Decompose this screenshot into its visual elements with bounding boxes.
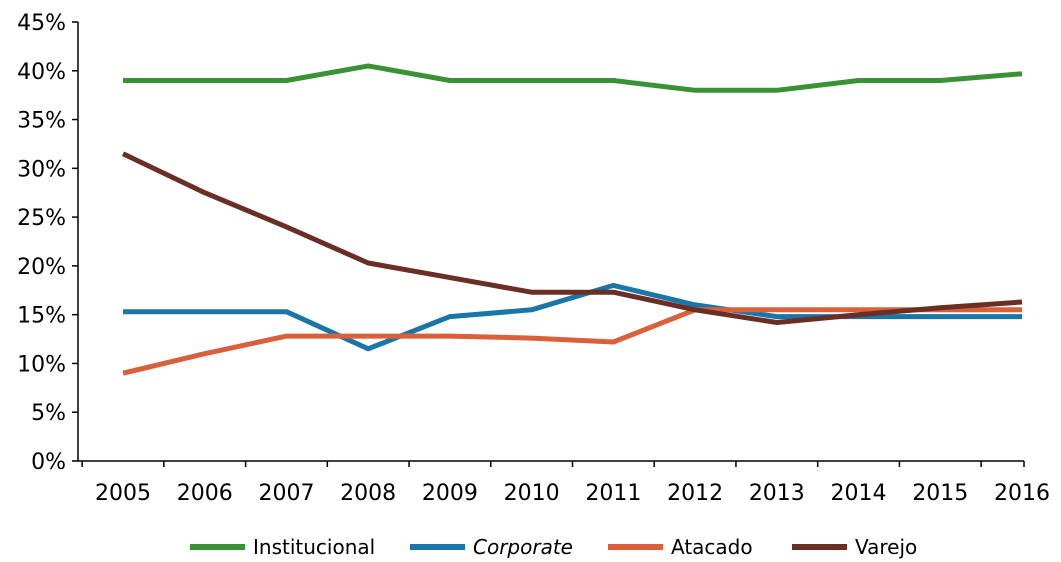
- y-tick-label: 45%: [17, 11, 66, 36]
- y-tick-label: 40%: [17, 60, 66, 85]
- series-line-institucional: [123, 63, 1023, 93]
- y-tick-label: 30%: [17, 157, 66, 182]
- y-tick-label: 15%: [17, 304, 66, 329]
- series-lines: [121, 63, 1023, 376]
- x-tick-label: 2011: [585, 481, 641, 506]
- y-tick-label: 20%: [17, 255, 66, 280]
- y-axis-ticks: 0% 5% 10% 15% 20% 25% 30% 35% 40% 45%: [17, 11, 78, 475]
- series-line-corporate: [123, 282, 1022, 352]
- x-tick-label: 2016: [994, 481, 1050, 506]
- x-tick-label: 2006: [177, 481, 233, 506]
- legend-label-corporate: Corporate: [473, 535, 573, 559]
- y-tick-label: 10%: [17, 352, 66, 377]
- y-tick-label: 35%: [17, 109, 66, 134]
- x-tick-label: 2007: [258, 481, 314, 506]
- x-tick-label: 2012: [667, 481, 723, 506]
- y-tick-label: 5%: [31, 401, 66, 426]
- x-tick-label: 2010: [504, 481, 560, 506]
- legend: Institucional Corporate Atacado Varejo: [190, 535, 917, 559]
- y-tick-label: 25%: [17, 206, 66, 231]
- x-tick-label: 2009: [422, 481, 478, 506]
- series-line-atacado: [122, 307, 1022, 376]
- x-axis-ticks: 2005 2006 2007 2008 2009 2010 2011 2012 2013 2014…: [81, 461, 1050, 506]
- axes: [77, 22, 1024, 462]
- x-tick-label: 2013: [749, 481, 805, 506]
- x-tick-label: 2014: [831, 481, 887, 506]
- y-tick-label: 0%: [31, 450, 66, 475]
- x-tick-label: 2008: [340, 481, 396, 506]
- legend-label-institucional: Institucional: [253, 535, 375, 559]
- x-tick-label: 2015: [912, 481, 968, 506]
- x-tick-label: 2005: [95, 481, 151, 506]
- series-line-varejo: [121, 151, 1023, 325]
- legend-label-varejo: Varejo: [855, 535, 917, 559]
- legend-label-atacado: Atacado: [671, 535, 753, 559]
